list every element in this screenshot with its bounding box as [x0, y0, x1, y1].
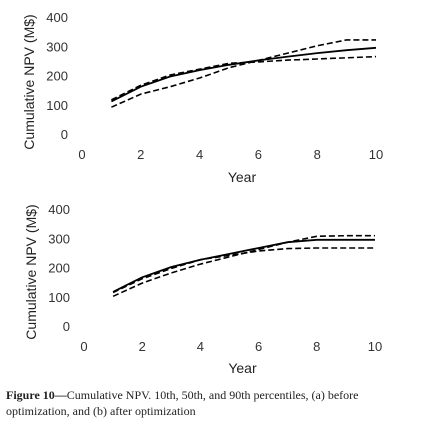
caption-label: Figure 10—: [6, 388, 67, 402]
x-tick-label: 10: [369, 147, 383, 162]
y-tick-label: 0: [63, 319, 70, 334]
chart-a: 0 100 200 300 400 0 2 4 6 8 10 Year Cumulative NPV (…: [21, 10, 383, 185]
y-tick-label: 400: [46, 10, 68, 25]
series-line-1: [110, 46, 377, 103]
series-line-3: [111, 55, 377, 101]
y-axis-title: Cumulative NPV (M$): [21, 14, 37, 149]
x-tick-label: 8: [314, 147, 321, 162]
caption-text: Cumulative NPV. 10th, 50th, and 90th per…: [6, 388, 359, 418]
series-line-2: [111, 39, 376, 108]
x-tick-label: 4: [197, 339, 204, 354]
x-tick-label: 4: [196, 147, 203, 162]
x-tick-label: 8: [313, 339, 320, 354]
y-axis-title: Cumulative NPV (M$): [23, 204, 39, 339]
y-tick-label: 300: [48, 231, 70, 246]
x-axis-title: Year: [228, 169, 257, 185]
x-tick-label: 0: [78, 147, 85, 162]
series-line-3: [112, 247, 375, 294]
x-tick-label: 6: [255, 339, 262, 354]
series-line-1: [112, 238, 375, 293]
x-tick-label: 2: [139, 339, 146, 354]
chart-b: 0 100 200 300 400 0 2 4 6 8 10 Year Cumulative NPV (…: [23, 202, 382, 376]
y-tick-label: 400: [48, 202, 70, 217]
x-tick-label: 2: [137, 147, 144, 162]
y-tick-label: 0: [61, 127, 68, 142]
series-line-2: [112, 234, 375, 298]
x-axis-title: Year: [228, 360, 257, 376]
y-tick-label: 100: [46, 98, 68, 113]
figure-caption: Figure 10—Cumulative NPV. 10th, 50th, an…: [6, 387, 418, 419]
x-tick-label: 6: [255, 147, 262, 162]
x-tick-label: 10: [368, 339, 382, 354]
y-tick-label: 200: [48, 261, 70, 276]
y-tick-label: 200: [46, 69, 68, 84]
x-tick-label: 0: [80, 339, 87, 354]
y-tick-label: 300: [46, 39, 68, 54]
y-tick-label: 100: [48, 290, 70, 305]
